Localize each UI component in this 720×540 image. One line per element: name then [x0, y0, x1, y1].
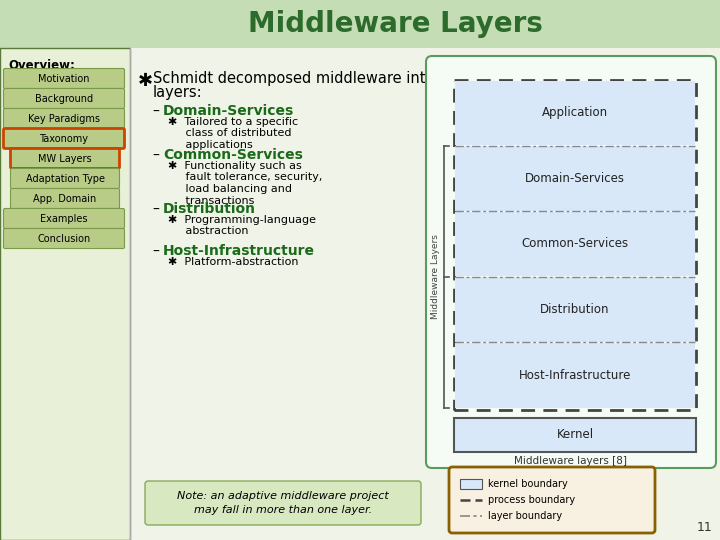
Text: ✱  Programming-language: ✱ Programming-language	[161, 215, 316, 225]
FancyBboxPatch shape	[4, 228, 125, 248]
Text: –: –	[153, 104, 164, 118]
FancyBboxPatch shape	[454, 418, 696, 452]
Text: –: –	[153, 244, 164, 258]
Text: Distribution: Distribution	[540, 303, 610, 316]
Text: Middleware Layers: Middleware Layers	[431, 234, 441, 319]
Text: Overview:: Overview:	[8, 59, 75, 72]
Text: transactions: transactions	[161, 195, 254, 206]
Text: Note: an adaptive middleware project
may fall in more than one layer.: Note: an adaptive middleware project may…	[177, 491, 389, 515]
Text: Kernel: Kernel	[557, 429, 593, 442]
Text: layer boundary: layer boundary	[488, 511, 562, 521]
Text: –: –	[153, 202, 164, 216]
Text: App. Domain: App. Domain	[33, 193, 96, 204]
FancyBboxPatch shape	[4, 208, 125, 228]
Text: load balancing and: load balancing and	[161, 184, 292, 194]
Text: ✱  Functionality such as: ✱ Functionality such as	[161, 161, 302, 171]
Text: abstraction: abstraction	[161, 226, 248, 237]
Text: ✱: ✱	[138, 72, 153, 90]
FancyBboxPatch shape	[455, 80, 695, 145]
FancyBboxPatch shape	[11, 168, 120, 188]
Text: process boundary: process boundary	[488, 495, 575, 505]
FancyBboxPatch shape	[426, 56, 716, 468]
Text: Conclusion: Conclusion	[37, 233, 91, 244]
FancyBboxPatch shape	[4, 129, 125, 148]
Text: Middleware Layers: Middleware Layers	[248, 10, 542, 38]
FancyBboxPatch shape	[449, 467, 655, 533]
FancyBboxPatch shape	[4, 109, 125, 129]
Text: Schmidt decomposed middleware into four: Schmidt decomposed middleware into four	[153, 71, 469, 86]
FancyBboxPatch shape	[4, 69, 125, 89]
Text: Common-Services: Common-Services	[163, 148, 303, 162]
Text: kernel boundary: kernel boundary	[488, 479, 568, 489]
Text: Application: Application	[542, 106, 608, 119]
Text: layers:: layers:	[153, 85, 202, 100]
Text: MW Layers: MW Layers	[38, 153, 92, 164]
Text: Distribution: Distribution	[163, 202, 256, 216]
FancyBboxPatch shape	[460, 479, 482, 489]
FancyBboxPatch shape	[455, 343, 695, 408]
Text: Host-Infrastructure: Host-Infrastructure	[163, 244, 315, 258]
FancyBboxPatch shape	[455, 278, 695, 342]
FancyBboxPatch shape	[4, 89, 125, 109]
Text: Motivation: Motivation	[38, 73, 90, 84]
Text: ✱  Tailored to a specific: ✱ Tailored to a specific	[161, 117, 298, 127]
FancyBboxPatch shape	[11, 188, 120, 208]
FancyBboxPatch shape	[0, 48, 130, 540]
Text: Middleware layers [8]: Middleware layers [8]	[515, 456, 628, 466]
Text: Domain-Services: Domain-Services	[163, 104, 294, 118]
Text: ✱  Platform-abstraction: ✱ Platform-abstraction	[161, 257, 299, 267]
Text: Host-Infrastructure: Host-Infrastructure	[519, 369, 631, 382]
Text: Adaptation Type: Adaptation Type	[25, 173, 104, 184]
Text: Domain-Services: Domain-Services	[525, 172, 625, 185]
FancyBboxPatch shape	[455, 212, 695, 276]
FancyBboxPatch shape	[11, 148, 120, 168]
Text: 11: 11	[696, 521, 712, 534]
Text: class of distributed: class of distributed	[161, 129, 292, 138]
FancyBboxPatch shape	[145, 481, 421, 525]
FancyBboxPatch shape	[455, 146, 695, 211]
Text: Common-Services: Common-Services	[521, 238, 629, 251]
FancyBboxPatch shape	[0, 0, 720, 48]
Text: Examples: Examples	[40, 213, 88, 224]
Text: applications: applications	[161, 140, 253, 150]
Text: Key Paradigms: Key Paradigms	[28, 113, 100, 124]
Text: fault tolerance, security,: fault tolerance, security,	[161, 172, 323, 183]
Text: Taxonomy: Taxonomy	[40, 133, 89, 144]
Text: Background: Background	[35, 93, 93, 104]
Text: –: –	[153, 148, 164, 162]
